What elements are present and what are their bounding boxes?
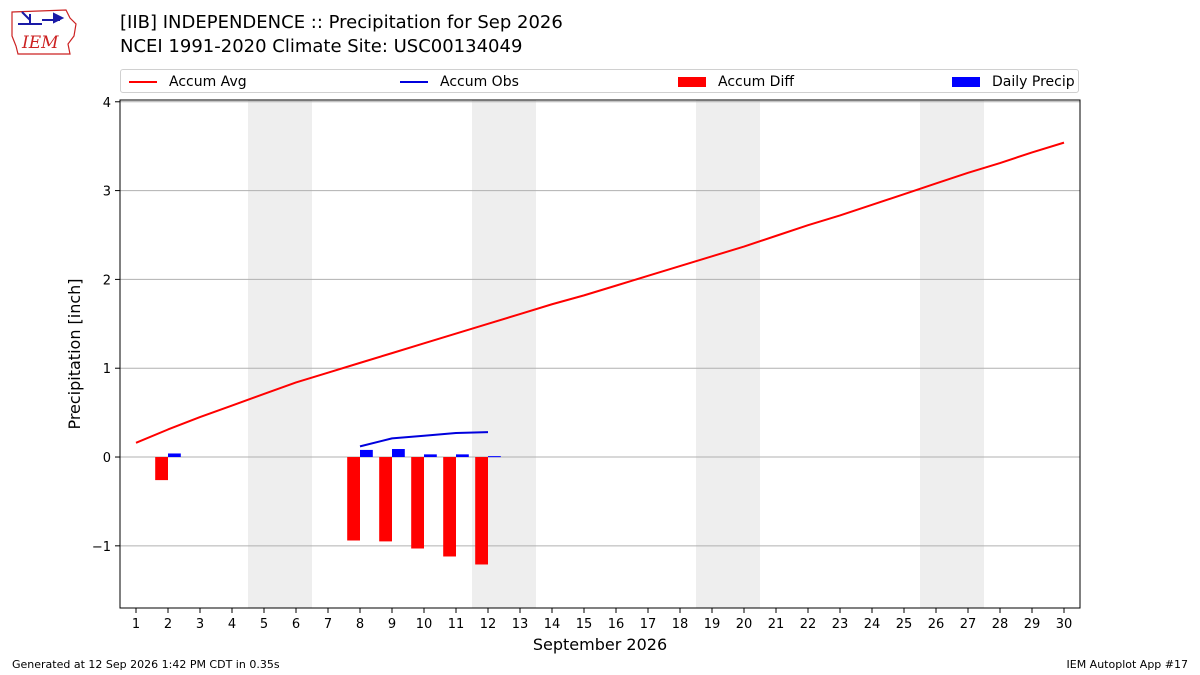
- accum-diff-bar: [347, 457, 360, 541]
- daily-precip-bar: [456, 454, 469, 458]
- weather-station-icon: [18, 11, 65, 25]
- legend-item-accum-obs: Accum Obs: [400, 70, 519, 94]
- x-tick-label: 21: [768, 617, 785, 632]
- accum-diff-bar: [443, 457, 456, 557]
- x-tick-label: 22: [800, 617, 817, 632]
- x-tick-label: 28: [992, 617, 1009, 632]
- x-tick-label: 23: [832, 617, 849, 632]
- x-tick-label: 27: [960, 617, 977, 632]
- weekend-band-1: [248, 100, 312, 608]
- x-tick-label: 18: [672, 617, 689, 632]
- x-tick-label: 9: [388, 617, 396, 632]
- y-tick-label: 0: [103, 451, 111, 466]
- x-tick-label: 2: [164, 617, 172, 632]
- weekend-band-3: [696, 100, 760, 608]
- accum-diff-bar: [155, 457, 168, 481]
- daily-precip-bar: [424, 454, 437, 458]
- y-tick-label: 2: [103, 273, 111, 288]
- accum-avg-line: [135, 141, 1065, 444]
- y-tick-label: 4: [103, 96, 111, 111]
- daily-precip-bar: [488, 456, 501, 458]
- x-tick-label: 15: [576, 617, 593, 632]
- x-tick-label: 6: [292, 617, 300, 632]
- legend-label-accum-obs: Accum Obs: [440, 74, 519, 90]
- y-tick-label: 3: [103, 185, 111, 200]
- legend-item-daily-precip: Daily Precip: [952, 70, 1075, 94]
- daily-precip-bar: [360, 449, 373, 458]
- legend: Accum Avg Accum Obs Accum Diff Daily Pre…: [120, 69, 1079, 93]
- x-tick-label: 14: [544, 617, 561, 632]
- y-tick-label: −1: [92, 540, 111, 555]
- x-tick-label: 24: [864, 617, 881, 632]
- x-axis-label: September 2026: [533, 635, 667, 654]
- generated-timestamp: Generated at 12 Sep 2026 1:42 PM CDT in …: [12, 658, 280, 671]
- plot-frame: [119, 99, 1081, 609]
- legend-swatch-accum-avg: [129, 81, 157, 83]
- legend-label-accum-diff: Accum Diff: [718, 74, 795, 90]
- x-tick-label: 30: [1056, 617, 1073, 632]
- weekend-band-4: [920, 100, 984, 608]
- x-tick-label: 1: [132, 617, 140, 632]
- logo-text: IEM: [21, 33, 59, 53]
- x-tick-label: 5: [260, 617, 268, 632]
- legend-item-accum-diff: Accum Diff: [678, 70, 794, 94]
- x-tick-label: 13: [512, 617, 529, 632]
- accum-diff-bar: [411, 457, 424, 549]
- x-tick-label: 12: [480, 617, 497, 632]
- iowa-outline-icon: [11, 9, 77, 55]
- y-tick-label: 1: [103, 362, 111, 377]
- x-tick-label: 8: [356, 617, 364, 632]
- legend-swatch-accum-diff: [678, 77, 706, 87]
- x-tick-label: 17: [640, 617, 657, 632]
- x-tick-label: 16: [608, 617, 625, 632]
- x-tick-label: 25: [896, 617, 913, 632]
- legend-swatch-daily-precip: [952, 77, 980, 87]
- legend-label-daily-precip: Daily Precip: [992, 74, 1075, 90]
- chart-subtitle: NCEI 1991-2020 Climate Site: USC00134049: [120, 36, 523, 57]
- accum-obs-line: [359, 431, 489, 448]
- x-tick-label: 11: [448, 617, 465, 632]
- x-tick-label: 20: [736, 617, 753, 632]
- x-tick-label: 3: [196, 617, 204, 632]
- daily-precip-bar: [168, 453, 181, 458]
- x-tick-label: 26: [928, 617, 945, 632]
- x-tick-label: 29: [1024, 617, 1041, 632]
- accum-diff-bar: [379, 457, 392, 542]
- x-tick-label: 19: [704, 617, 721, 632]
- chart-title: [IIB] INDEPENDENCE :: Precipitation for …: [120, 12, 563, 33]
- legend-swatch-accum-obs: [400, 81, 428, 83]
- x-tick-label: 10: [416, 617, 433, 632]
- accum-diff-bar: [475, 457, 488, 565]
- app-credit: IEM Autoplot App #17: [1066, 658, 1189, 671]
- y-axis-label: Precipitation [inch]: [65, 278, 84, 429]
- iem-logo: IEM: [8, 6, 80, 58]
- daily-precip-bar: [392, 449, 405, 458]
- x-tick-label: 7: [324, 617, 332, 632]
- x-tick-label: 4: [228, 617, 236, 632]
- legend-label-accum-avg: Accum Avg: [169, 74, 247, 90]
- legend-item-accum-avg: Accum Avg: [129, 70, 247, 94]
